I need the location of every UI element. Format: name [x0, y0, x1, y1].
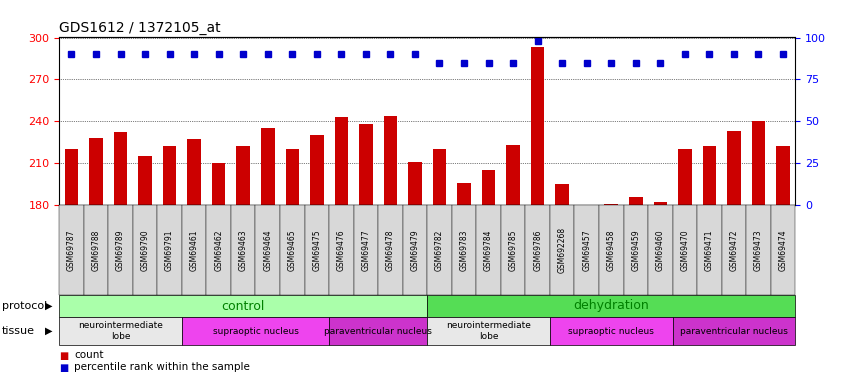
Text: GSM69476: GSM69476: [337, 229, 346, 271]
Bar: [629, 196, 642, 205]
Text: ▶: ▶: [46, 301, 52, 311]
Text: GSM69791: GSM69791: [165, 229, 174, 271]
Text: tissue: tissue: [2, 326, 35, 336]
Bar: [286, 149, 299, 205]
Text: supraoptic nucleus: supraoptic nucleus: [569, 327, 654, 336]
Bar: [433, 149, 446, 205]
Text: count: count: [74, 351, 104, 360]
Text: ▶: ▶: [46, 326, 52, 336]
Text: GSM69473: GSM69473: [754, 229, 763, 271]
Text: neurointermediate
lobe: neurointermediate lobe: [446, 321, 531, 341]
Text: GSM69790: GSM69790: [140, 229, 150, 271]
Text: paraventricular nucleus: paraventricular nucleus: [680, 327, 788, 336]
Bar: [360, 124, 372, 205]
Text: GSM69789: GSM69789: [116, 229, 125, 271]
Text: GSM69459: GSM69459: [631, 229, 640, 271]
Text: GSM69462: GSM69462: [214, 229, 223, 271]
Bar: [752, 121, 765, 205]
Bar: [507, 145, 519, 205]
Text: GSM69478: GSM69478: [386, 229, 395, 271]
Text: GSM69461: GSM69461: [190, 229, 199, 271]
Bar: [482, 170, 495, 205]
Bar: [777, 146, 789, 205]
Text: protocol: protocol: [2, 301, 47, 311]
Text: GSM69474: GSM69474: [778, 229, 788, 271]
Bar: [556, 184, 569, 205]
Bar: [237, 146, 250, 205]
Bar: [188, 140, 201, 205]
Text: GSM69457: GSM69457: [582, 229, 591, 271]
Bar: [261, 128, 274, 205]
Text: GSM69475: GSM69475: [312, 229, 321, 271]
Text: GDS1612 / 1372105_at: GDS1612 / 1372105_at: [59, 21, 221, 35]
Bar: [703, 146, 716, 205]
Bar: [580, 205, 593, 208]
Text: GSM69472: GSM69472: [729, 229, 739, 271]
Bar: [458, 183, 470, 205]
Bar: [114, 132, 127, 205]
Text: GSM69464: GSM69464: [263, 229, 272, 271]
Text: neurointermediate
lobe: neurointermediate lobe: [78, 321, 163, 341]
Bar: [605, 204, 618, 205]
Bar: [531, 47, 544, 205]
Bar: [678, 149, 691, 205]
Bar: [384, 116, 397, 205]
Text: GSM69479: GSM69479: [410, 229, 420, 271]
Text: supraoptic nucleus: supraoptic nucleus: [212, 327, 299, 336]
Text: GSM69785: GSM69785: [508, 229, 518, 271]
Bar: [654, 202, 667, 205]
Text: GSM69458: GSM69458: [607, 229, 616, 271]
Bar: [139, 156, 151, 205]
Text: ■: ■: [59, 351, 69, 360]
Text: GSM69787: GSM69787: [67, 229, 76, 271]
Text: GSM69786: GSM69786: [533, 229, 542, 271]
Text: GSM69465: GSM69465: [288, 229, 297, 271]
Text: GSM69471: GSM69471: [705, 229, 714, 271]
Text: ■: ■: [59, 363, 69, 372]
Bar: [310, 135, 323, 205]
Bar: [65, 149, 78, 205]
Bar: [212, 163, 225, 205]
Text: GSM69783: GSM69783: [459, 229, 469, 271]
Text: paraventricular nucleus: paraventricular nucleus: [324, 327, 432, 336]
Bar: [335, 117, 348, 205]
Bar: [409, 162, 421, 205]
Bar: [163, 146, 176, 205]
Text: percentile rank within the sample: percentile rank within the sample: [74, 363, 250, 372]
Text: GSM69470: GSM69470: [680, 229, 689, 271]
Text: GSM692268: GSM692268: [558, 227, 567, 273]
Text: control: control: [222, 300, 265, 312]
Text: GSM69782: GSM69782: [435, 229, 444, 271]
Text: GSM69477: GSM69477: [361, 229, 371, 271]
Text: GSM69784: GSM69784: [484, 229, 493, 271]
Bar: [90, 138, 102, 205]
Text: dehydration: dehydration: [574, 300, 649, 312]
Text: GSM69463: GSM69463: [239, 229, 248, 271]
Text: GSM69788: GSM69788: [91, 229, 101, 271]
Text: GSM69460: GSM69460: [656, 229, 665, 271]
Bar: [728, 131, 740, 205]
